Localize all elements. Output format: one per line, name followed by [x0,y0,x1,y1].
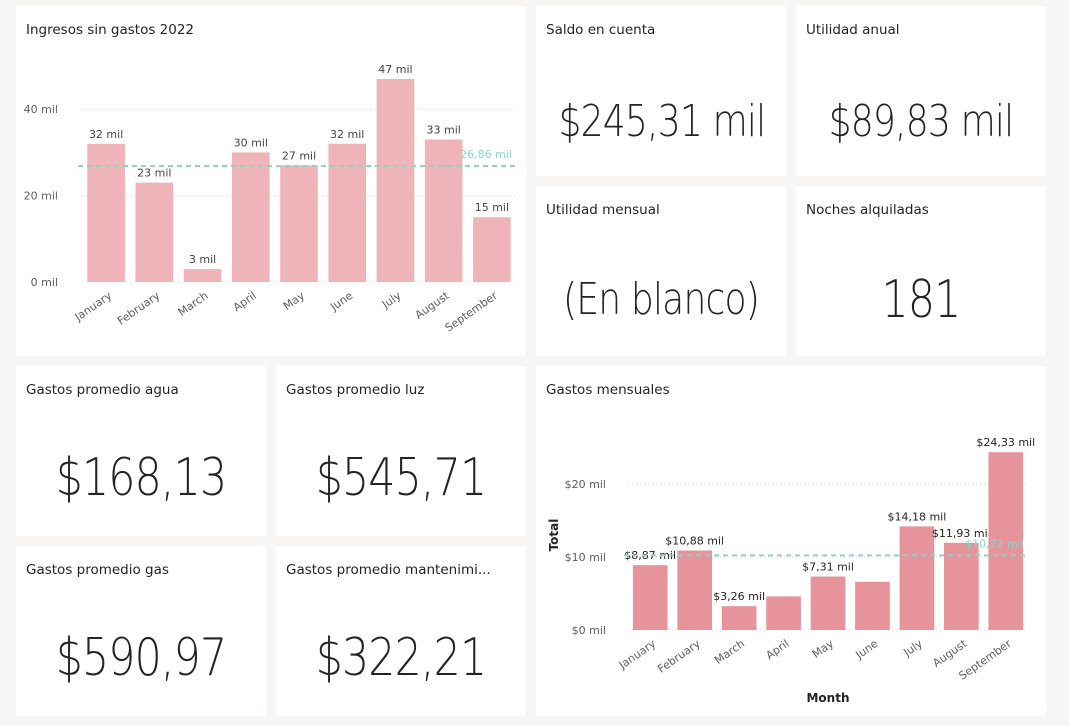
x-tick-label: January [72,289,115,324]
bar [376,78,415,283]
luz-value: $545,71 [315,448,487,508]
x-tick-label: August [413,289,453,322]
gas-value: $590,97 [55,628,227,688]
data-label: 32 mil [89,128,123,141]
noches-card[interactable]: Noches alquiladas 181 [796,186,1046,356]
mantenimiento-value: $322,21 [315,628,487,688]
bar [855,581,890,630]
data-label: $11,93 mil [932,527,991,540]
noches-title: Noches alquiladas [806,202,929,218]
bar [632,565,668,630]
utilidad-mensual-card[interactable]: Utilidad mensual (En blanco) [536,186,786,356]
saldo-value: $245,31 mil [558,96,767,147]
utilidad-anual-title: Utilidad anual [806,22,900,38]
bar [231,152,270,282]
x-tick-label: August [930,637,970,670]
bar [677,550,712,630]
luz-title: Gastos promedio luz [286,382,425,398]
y-tick-label: 20 mil [24,190,58,203]
utilidad-mensual-title: Utilidad mensual [546,202,660,218]
y-tick-label: $20 mil [565,478,606,491]
x-tick-label: May [810,637,836,661]
x-tick-label: February [115,289,163,328]
data-label: $14,18 mil [887,510,946,523]
x-tick-label: July [900,637,925,660]
agua-title: Gastos promedio agua [26,382,179,398]
y-tick-label: $0 mil [572,624,606,637]
saldo-title: Saldo en cuenta [546,22,656,38]
y-tick-label: 40 mil [24,103,58,116]
utilidad-anual-value: $89,83 mil [828,96,1015,147]
gas-card[interactable]: Gastos promedio gas $590,97 [16,546,266,716]
x-tick-label: September [443,289,501,335]
data-label: 15 mil [475,201,509,214]
x-tick-label: March [176,289,211,319]
noches-value: 181 [881,270,962,330]
x-tick-label: July [379,289,404,312]
data-label: $7,31 mil [802,561,854,574]
x-tick-label: May [281,289,307,313]
x-tick-label: June [853,637,881,662]
data-label: 32 mil [330,128,364,141]
utilidad-anual-card[interactable]: Utilidad anual $89,83 mil [796,6,1046,176]
luz-card[interactable]: Gastos promedio luz $545,71 [276,366,526,536]
income-bar-chart: 0 mil 20 mil 40 mil 32 mil January 23 mil Febr… [24,63,516,335]
bar [988,452,1024,630]
income-chart-card[interactable]: Ingresos sin gastos 2022 0 mil 20 mil 40 m… [16,6,526,356]
x-axis-title: Month [806,691,849,705]
bar [328,143,367,282]
y-tick-label: $10 mil [565,551,606,564]
bar [183,269,222,282]
agua-value: $168,13 [55,448,227,508]
bar [721,606,757,630]
data-label: 33 mil [427,123,461,136]
data-label: 23 mil [137,167,171,180]
x-tick-label: April [231,289,259,314]
x-tick-label: February [655,637,703,676]
expenses-bar-chart: $0 mil $10 mil $20 mil $8,87 mil January $10,… [547,436,1035,705]
gas-title: Gastos promedio gas [26,562,169,578]
mantenimiento-card[interactable]: Gastos promedio mantenimi... $322,21 [276,546,526,716]
saldo-card[interactable]: Saldo en cuenta $245,31 mil [536,6,786,176]
data-label: $3,26 mil [713,590,765,603]
data-label: 27 mil [282,149,316,162]
bar [87,143,125,282]
average-line-label: $10,22 mil [965,537,1024,550]
x-tick-label: June [327,289,355,314]
y-axis-title: Total [547,519,561,552]
average-line-label: 26,86 mil [460,148,512,161]
bar [135,182,174,282]
data-label: 3 mil [189,253,216,266]
bar [810,576,846,630]
expenses-chart-card[interactable]: Gastos mensuales $0 mil $10 mil $20 mil $8,… [536,366,1046,716]
bar [766,596,801,630]
mantenimiento-title: Gastos promedio mantenimi... [286,562,491,578]
x-tick-label: March [712,637,747,667]
data-label: 47 mil [378,63,412,76]
data-label: $8,87 mil [624,549,676,562]
data-label: $10,88 mil [665,534,724,547]
bar [473,217,511,282]
x-tick-label: April [764,637,792,662]
utilidad-mensual-value: (En blanco) [562,274,760,325]
bar [280,165,318,282]
x-tick-label: January [616,637,659,672]
y-tick-label: 0 mil [31,276,58,289]
bar [944,542,979,630]
agua-card[interactable]: Gastos promedio agua $168,13 [16,366,266,536]
data-label: $24,33 mil [976,436,1035,449]
bar [899,526,935,630]
bar [424,139,463,282]
data-label: 30 mil [234,136,268,149]
